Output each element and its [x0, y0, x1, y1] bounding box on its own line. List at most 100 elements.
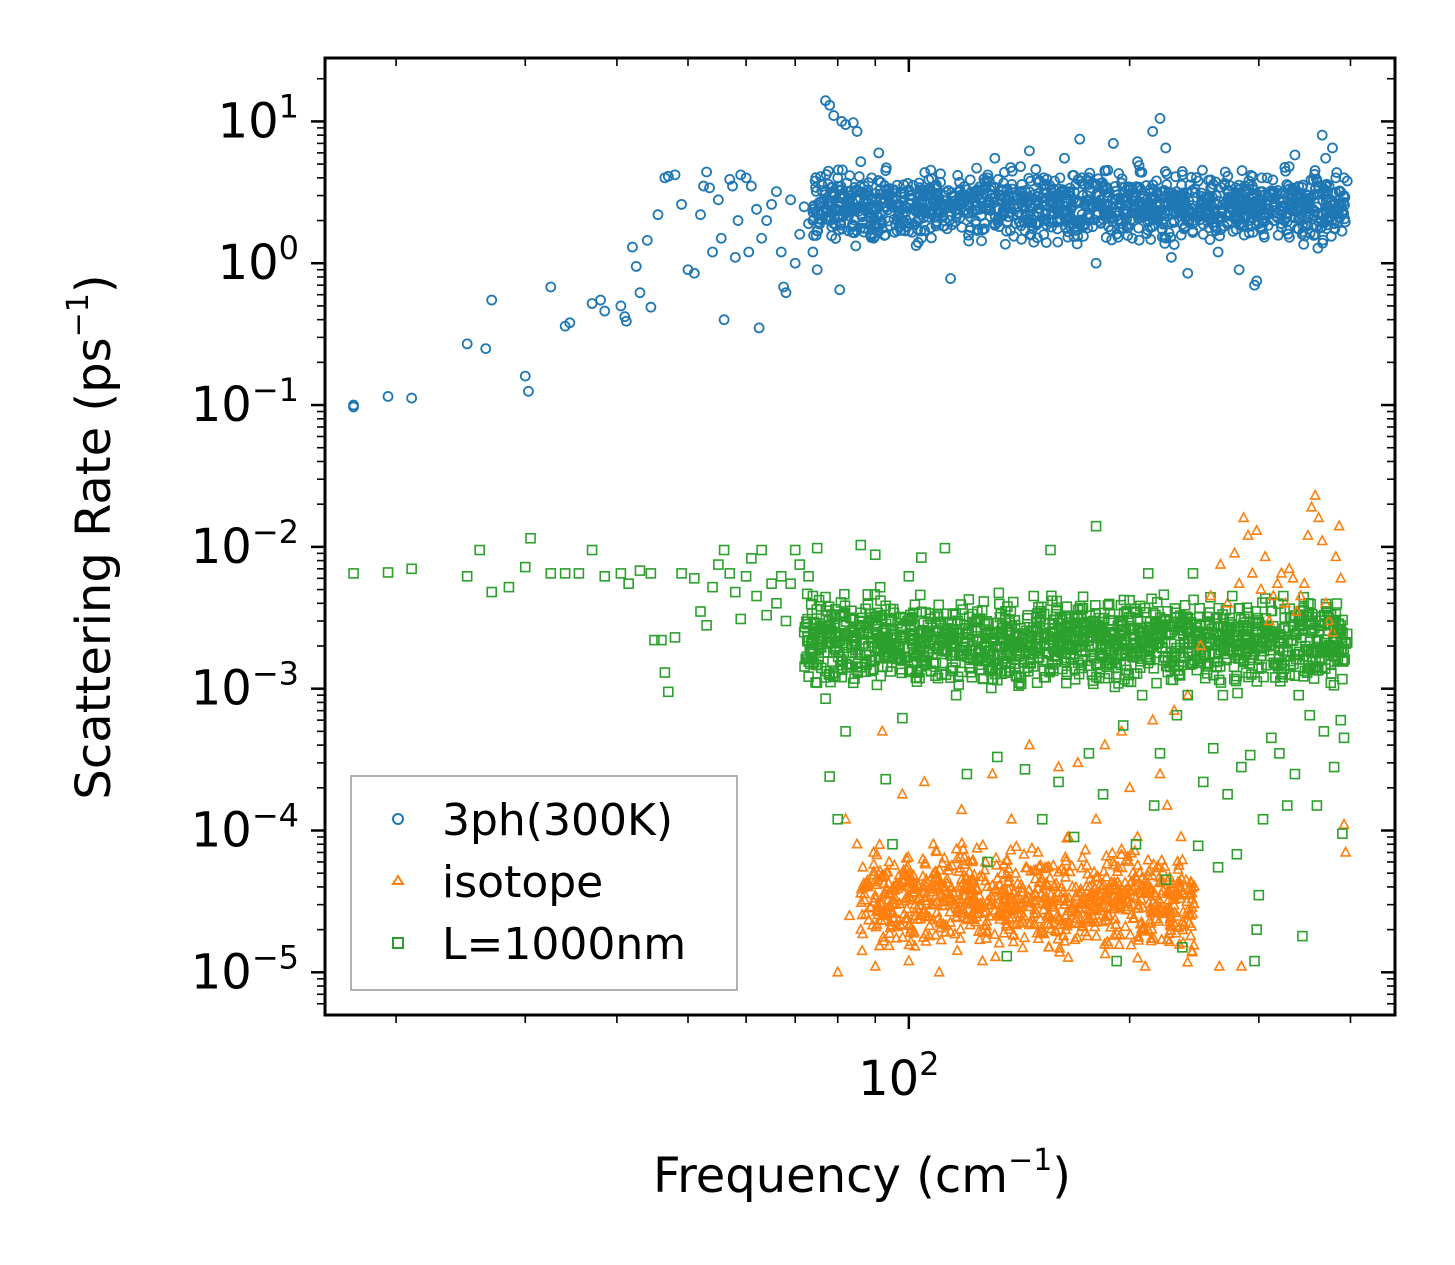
square-cluster-point: [1115, 648, 1127, 660]
square-data-point: [701, 619, 712, 631]
triangle-cluster-point: [1113, 883, 1126, 895]
square-cluster-point: [1064, 648, 1076, 659]
triangle-cluster-point: [1000, 867, 1013, 879]
triangle-cluster-point: [937, 891, 950, 903]
triangle-data-point: [889, 897, 902, 909]
square-cluster-point: [1091, 659, 1103, 671]
circle-cluster-point: [1184, 179, 1196, 191]
square-cluster-point: [1103, 668, 1115, 680]
square-data-point: [348, 568, 359, 579]
triangle-cluster-point: [943, 860, 955, 872]
square-data-point: [1197, 776, 1209, 788]
triangle-data-point: [1255, 582, 1267, 594]
square-cluster-point: [1144, 616, 1156, 627]
triangle-cluster-point: [1040, 889, 1052, 901]
square-data-point: [1308, 647, 1319, 658]
circle-data-point: [1015, 161, 1026, 173]
triangle-cluster-point: [1076, 850, 1089, 862]
square-cluster-point: [996, 668, 1008, 680]
circle-data-point: [1251, 275, 1263, 287]
square-cluster-point: [1098, 612, 1110, 624]
square-data-point: [1297, 930, 1308, 942]
triangle-cluster-point: [1145, 934, 1158, 946]
circle-cluster-point: [976, 235, 987, 247]
triangle-cluster-point: [870, 848, 883, 860]
square-data-point: [718, 544, 730, 556]
square-cluster-point: [886, 630, 898, 641]
triangle-cluster-point: [1028, 917, 1040, 929]
triangle-data-point: [1204, 589, 1217, 601]
square-cluster-point: [1227, 632, 1238, 643]
circle-cluster-point: [1221, 210, 1233, 222]
square-cluster-point: [947, 609, 958, 621]
triangle-data-point: [1098, 738, 1111, 750]
square-cluster-point: [838, 610, 850, 622]
triangle-cluster-point: [966, 883, 978, 895]
square-data-point: [1322, 606, 1333, 617]
circle-cluster-point: [970, 218, 982, 230]
circle-data-point: [1197, 228, 1209, 240]
circle-data-point: [615, 300, 627, 312]
triangle-cluster-point: [856, 860, 869, 872]
triangle-cluster-point: [912, 877, 924, 889]
triangle-cluster-point: [1057, 892, 1069, 904]
circle-data-point: [1233, 264, 1245, 276]
square-data-point: [1177, 942, 1188, 953]
square-cluster-point: [1144, 653, 1155, 665]
circle-data-point: [851, 126, 863, 137]
circle-cluster-point: [810, 181, 822, 193]
circle-cluster-point: [1165, 199, 1177, 211]
square-cluster-point: [1298, 591, 1310, 603]
triangle-cluster-point: [991, 871, 1004, 883]
square-data-point: [1318, 726, 1330, 737]
circle-cluster-point: [1258, 229, 1270, 241]
square-cluster-point: [1081, 617, 1093, 628]
circle-cluster-point: [1208, 211, 1220, 223]
square-data-point: [1222, 788, 1233, 800]
triangle-cluster-point: [1135, 922, 1148, 934]
square-cluster-point: [1224, 612, 1236, 624]
square-cluster-point: [821, 632, 832, 644]
circle-cluster-point: [1309, 168, 1320, 180]
circle-data-point: [1124, 182, 1136, 194]
square-cluster-point: [828, 670, 839, 682]
triangle-cluster-point: [1066, 880, 1079, 892]
triangle-cluster-point: [923, 929, 936, 941]
triangle-cluster-point: [1182, 903, 1195, 915]
circle-data-point: [945, 273, 956, 284]
triangle-cluster-point: [1108, 858, 1120, 870]
triangle-cluster-point: [888, 883, 901, 895]
triangle-cluster-point: [1090, 902, 1103, 914]
square-cluster-point: [836, 664, 848, 676]
circle-data-point: [599, 305, 611, 317]
triangle-cluster-point: [887, 911, 900, 923]
triangle-cluster-point: [946, 858, 958, 870]
triangle-data-point: [1081, 929, 1093, 941]
square-cluster-point: [1296, 632, 1307, 644]
circle-data-point: [887, 194, 898, 206]
triangle-data-point: [918, 775, 931, 787]
circle-cluster-point: [1279, 162, 1291, 173]
circle-data-point: [893, 221, 905, 233]
square-cluster-point: [1232, 687, 1243, 699]
triangle-cluster-point: [1047, 858, 1060, 870]
square-cluster-point: [1033, 601, 1044, 613]
triangle-cluster-point: [1155, 933, 1168, 945]
triangle-cluster-point: [856, 908, 869, 920]
y-tick-label: 100: [218, 229, 299, 291]
square-cluster-point: [979, 641, 991, 652]
circle-data-point: [756, 232, 768, 244]
square-cluster-point: [1332, 644, 1344, 656]
square-cluster-point: [1052, 654, 1064, 665]
circle-cluster-point: [1081, 174, 1093, 186]
circle-cluster-point: [823, 195, 835, 207]
triangle-data-point: [1263, 614, 1276, 626]
square-cluster-point: [879, 635, 891, 647]
x-tick-label-base: 10: [858, 1051, 919, 1107]
circle-data-point: [789, 257, 801, 269]
square-data-point: [1117, 720, 1129, 731]
circle-cluster-point: [1100, 232, 1112, 243]
circle-cluster-point: [1289, 182, 1301, 194]
square-cluster-point: [1134, 662, 1146, 673]
circle-cluster-point: [1273, 194, 1285, 206]
